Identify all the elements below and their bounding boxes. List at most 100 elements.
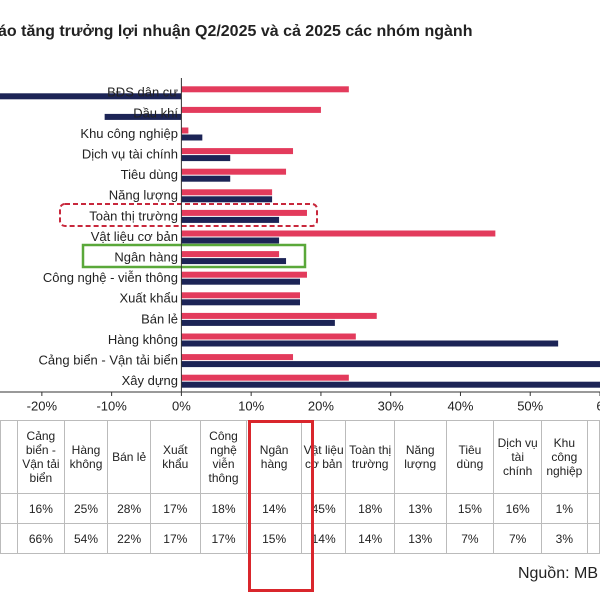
table-header-cell: Công nghệ viễn thông — [199, 420, 248, 494]
bar — [104, 113, 182, 120]
y-tick-label: Dầu khí — [133, 105, 178, 120]
bar — [181, 209, 307, 216]
y-tick-label: Bán lẻ — [141, 311, 178, 326]
bar — [181, 278, 300, 285]
table-cell — [586, 523, 600, 554]
table-row: 66% 54% 22% 17% 17% 15% 14% 14% 13% 7% 7% 3% — [0, 523, 600, 554]
highlight-box — [59, 203, 318, 227]
table-cell — [0, 523, 18, 554]
table-cell: 15% — [445, 493, 495, 524]
table-cell — [586, 420, 600, 494]
table-row: 16% 25% 28% 17% 18% 14% 45% 18% 13% 15% 16% 1% — [0, 493, 600, 524]
table-cell — [0, 493, 18, 524]
table-header-cell: Tiêu dùng — [445, 420, 495, 494]
table-header-cell: Dịch vụ tài chính — [493, 420, 543, 494]
bar — [181, 340, 559, 347]
x-tick-label: 10% — [238, 398, 264, 413]
x-tick-label: 6 — [596, 398, 600, 413]
table-cell: 7% — [445, 523, 495, 554]
x-tick-label: 40% — [447, 398, 473, 413]
table-cell: 7% — [493, 523, 543, 554]
bar — [181, 230, 496, 237]
bar — [181, 237, 280, 244]
bar — [181, 175, 231, 182]
bar — [181, 134, 203, 141]
table-cell: 13% — [393, 523, 447, 554]
table-cell: 22% — [107, 523, 152, 554]
data-table: Cảng biển - Vận tải biển Hàng không Bán lẻ… — [0, 420, 600, 554]
bar — [181, 189, 273, 196]
table-header-cell: Bán lẻ — [107, 420, 152, 494]
table-cell: 54% — [63, 523, 109, 554]
table-cell: 14% — [300, 523, 347, 554]
table-header-cell: Ngân hàng — [246, 420, 302, 494]
table-cell: 17% — [150, 493, 201, 524]
bar — [181, 168, 287, 175]
bar — [181, 127, 189, 134]
table-cell — [586, 493, 600, 524]
x-tick-label: -20% — [27, 398, 58, 413]
bar — [181, 381, 600, 388]
x-tick-label: -10% — [96, 398, 127, 413]
source: Nguồn: MB — [517, 565, 598, 582]
y-tick-label: Năng lượng — [109, 188, 178, 203]
table-header-cell: Khu công nghiệp — [541, 420, 588, 494]
table-cell: 25% — [63, 493, 109, 524]
bar — [181, 155, 231, 162]
y-tick-label: Tiêu dùng — [121, 167, 178, 182]
table-header-cell: Cảng biển - Vận tải biển — [16, 420, 65, 494]
y-tick-label: Toàn thị trường — [89, 208, 178, 223]
table-header-cell: Năng lượng — [393, 420, 447, 494]
table-cell: 15% — [246, 523, 302, 554]
table-cell: 66% — [16, 523, 65, 554]
bar — [181, 271, 307, 278]
table-header-cell: Toàn thị trường — [345, 420, 395, 494]
highlight-box — [81, 243, 307, 269]
x-tick-label: 20% — [308, 398, 334, 413]
x-tick-label: 30% — [378, 398, 404, 413]
table-cell: 3% — [541, 523, 588, 554]
bar — [0, 93, 182, 100]
y-tick-label: Ngân hàng — [114, 250, 178, 265]
table-cell: 13% — [393, 493, 447, 524]
y-tick-label: Cảng biển - Vận tải biển — [39, 353, 178, 368]
table-cell: 16% — [493, 493, 543, 524]
bar — [181, 258, 287, 265]
y-tick-label: Công nghệ - viễn thông — [43, 270, 178, 285]
chart: áo tăng trưởng lợi nhuận Q2/2025 và cả 2… — [0, 23, 600, 413]
table-header-cell: Hàng không — [63, 420, 109, 494]
table-cell: 18% — [199, 493, 248, 524]
table-cell: 17% — [150, 523, 201, 554]
bar — [181, 319, 335, 326]
bar — [181, 361, 600, 368]
y-tick-label: Xây dựng — [122, 373, 178, 388]
table-cell: 17% — [199, 523, 248, 554]
bar — [181, 216, 280, 223]
highlight-box — [248, 420, 314, 592]
y-tick-label: Hàng không — [108, 332, 178, 347]
bar — [181, 312, 377, 319]
table-cell: 16% — [16, 493, 65, 524]
table-header-cell: Xuất khẩu — [150, 420, 201, 494]
bar — [181, 196, 273, 203]
bar — [181, 292, 300, 299]
y-tick-label: Khu công nghiệp — [80, 126, 178, 141]
bar — [181, 374, 349, 381]
table-row: Cảng biển - Vận tải biển Hàng không Bán lẻ… — [0, 420, 600, 494]
table-cell: 45% — [300, 493, 347, 524]
table-cell: 14% — [345, 523, 395, 554]
bar — [181, 251, 280, 258]
table-cell: 28% — [107, 493, 152, 524]
bar — [181, 354, 294, 361]
bar — [181, 148, 294, 155]
y-tick-label: Xuất khẩu — [119, 291, 178, 306]
bar — [181, 299, 300, 306]
y-tick-label: BĐS dân cư — [107, 85, 178, 100]
x-tick-label: 0% — [172, 398, 191, 413]
bar — [181, 333, 356, 340]
bar — [181, 106, 321, 113]
y-tick-label: Vật liệu cơ bản — [91, 229, 178, 244]
chart-title: áo tăng trưởng lợi nhuận Q2/2025 và cả 2… — [0, 23, 472, 40]
table-cell — [0, 420, 18, 494]
